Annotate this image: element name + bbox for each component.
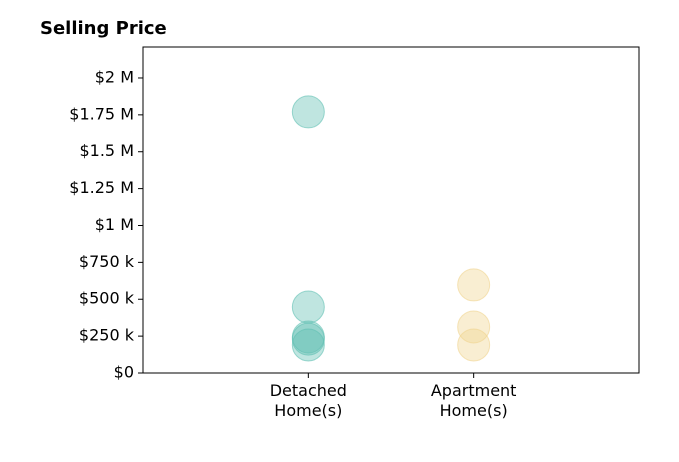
x-tick-label: Detached Home(s) (269, 381, 347, 420)
y-tick-label: $0 (114, 363, 134, 382)
plot-frame (142, 46, 640, 374)
y-tick-label: $1.75 M (69, 104, 134, 123)
point (291, 328, 325, 362)
y-tick-label: $250 k (79, 326, 135, 345)
point (457, 268, 491, 302)
chart-title: Selling Price (40, 18, 167, 39)
point (457, 328, 491, 362)
y-tick-label: $500 k (79, 289, 135, 308)
point (457, 310, 491, 344)
y-tick-label: $1.25 M (69, 178, 134, 197)
y-tick-label: $1 M (95, 215, 134, 234)
x-tick-label: Apartment Home(s) (430, 381, 517, 420)
y-tick-label: $2 M (95, 67, 134, 86)
y-tick-label: $1.5 M (79, 141, 134, 160)
y-tick-label: $750 k (79, 252, 135, 271)
point (291, 290, 325, 324)
point (291, 95, 325, 129)
